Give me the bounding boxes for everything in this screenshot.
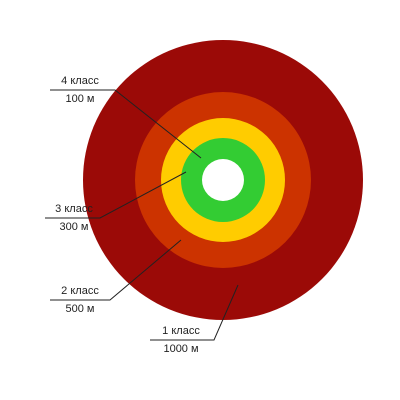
- zone-distance: 100 м: [66, 93, 95, 105]
- zone-distance: 1000 м: [163, 343, 198, 355]
- leader-line: [150, 284, 239, 341]
- center: [202, 159, 244, 201]
- leader-line: [50, 89, 202, 159]
- zone-class: 3 класс: [55, 203, 93, 215]
- leader-line: [45, 171, 187, 219]
- leader-line: [50, 239, 182, 301]
- zone-class: 1 класс: [162, 325, 200, 337]
- zone-class: 4 класс: [61, 75, 99, 87]
- zone-class: 2 класс: [61, 285, 99, 297]
- zone-distance: 300 м: [60, 221, 89, 233]
- zone-distance: 500 м: [66, 303, 95, 315]
